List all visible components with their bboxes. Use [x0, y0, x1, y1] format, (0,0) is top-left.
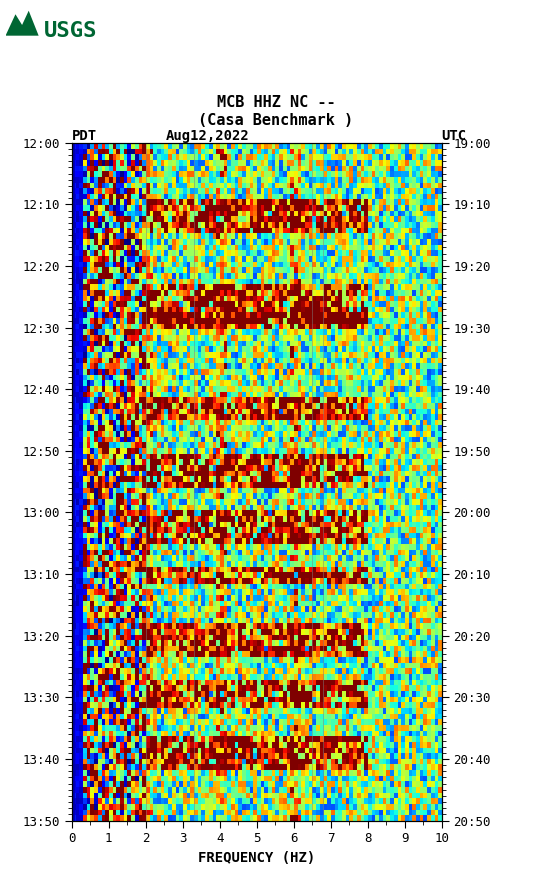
Text: PDT: PDT — [72, 129, 97, 144]
Text: MCB HHZ NC --: MCB HHZ NC -- — [217, 95, 335, 110]
Text: USGS: USGS — [44, 21, 98, 41]
X-axis label: FREQUENCY (HZ): FREQUENCY (HZ) — [198, 851, 315, 865]
Text: Aug12,2022: Aug12,2022 — [166, 129, 250, 144]
Text: (Casa Benchmark ): (Casa Benchmark ) — [198, 113, 354, 128]
Polygon shape — [6, 11, 39, 36]
Text: UTC: UTC — [442, 129, 467, 144]
